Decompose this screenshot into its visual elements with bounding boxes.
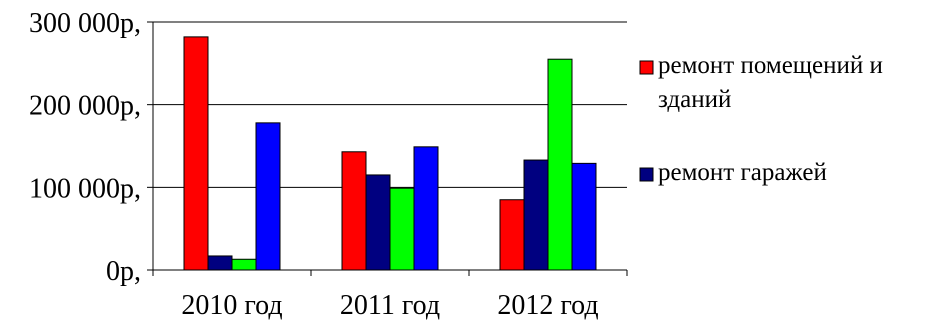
legend-swatch	[639, 60, 654, 75]
bars	[183, 36, 597, 271]
bar-series-3-3	[547, 58, 573, 271]
bar-series-2-2	[365, 174, 391, 271]
bar-series-1-2	[341, 151, 367, 271]
bar-series-4-3	[571, 162, 597, 271]
y-tick-label: 0р,	[106, 256, 141, 287]
y-tick-label: 200 000р,	[29, 91, 141, 122]
axes	[147, 21, 628, 276]
x-axis-tick-labels: 2010 год 2011 год 2012 год	[181, 290, 598, 321]
legend-label: ремонт помещений и зданий	[658, 52, 883, 113]
legend-label: ремонт гаражей	[658, 159, 827, 186]
x-tick-label: 2012 год	[497, 290, 598, 321]
bar-series-4-1	[255, 122, 281, 271]
bar-series-4-2	[413, 146, 439, 271]
bar-series-1-3	[499, 199, 525, 271]
bar-series-2-3	[523, 159, 549, 271]
bar-series-2-1	[207, 255, 233, 271]
bar-series-3-2	[389, 187, 415, 271]
x-tick-label: 2011 год	[340, 290, 440, 321]
bar-series-3-1	[231, 258, 257, 271]
x-tick-label: 2010 год	[181, 290, 282, 321]
bar-series-1-1	[183, 36, 209, 271]
y-tick-label: 300 000р,	[29, 8, 141, 39]
legend-swatch	[639, 167, 654, 182]
legend: ремонт помещений и зданий ремонт гаражей	[639, 52, 883, 186]
y-axis-tick-labels: 0р, 100 000р, 200 000р, 300 000р,	[29, 8, 141, 287]
y-tick-label: 100 000р,	[29, 173, 141, 204]
